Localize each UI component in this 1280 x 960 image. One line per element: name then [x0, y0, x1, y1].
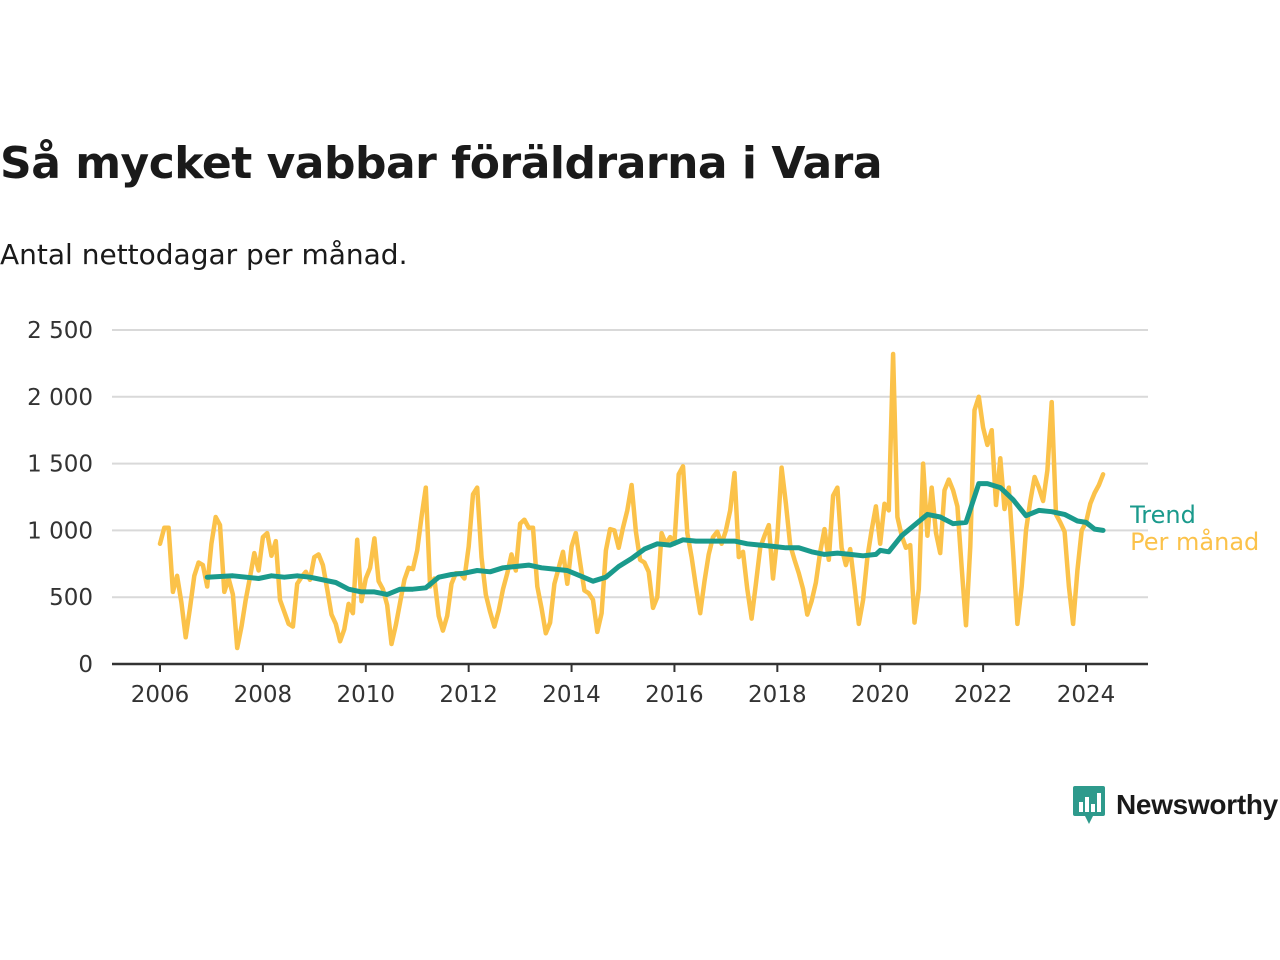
y-tick-label: 0: [78, 652, 93, 678]
chart-subtitle: Antal nettodagar per månad.: [0, 238, 408, 271]
x-tick-label: 2020: [851, 682, 910, 708]
series-label-trend: Trend: [1129, 501, 1196, 529]
x-tick-label: 2010: [337, 682, 396, 708]
gridlines: [112, 329, 1148, 599]
series-label-per-manad: Per månad: [1130, 527, 1259, 556]
newsworthy-logo-text: Newsworthy: [1116, 789, 1278, 820]
x-tick-label: 2014: [542, 682, 601, 708]
x-tick-label: 2008: [234, 682, 293, 708]
series-lines: [157, 351, 1106, 651]
x-tick-label: 2022: [954, 682, 1013, 708]
y-tick-label: 2 000: [27, 385, 93, 411]
newsworthy-logo-icon: [1073, 786, 1105, 824]
y-tick-label: 1 500: [27, 452, 93, 478]
x-tick-label: 2012: [439, 682, 498, 708]
y-axis-ticks: 0 500 1 000 1 500 2 000 2 500: [27, 318, 93, 678]
series-line-per-manad: [157, 351, 1106, 651]
chart-title: Så mycket vabbar föräldrarna i Vara: [0, 138, 883, 189]
x-tick-label: 2024: [1057, 682, 1116, 708]
y-tick-label: 2 500: [27, 318, 93, 344]
series-line-trend: [204, 481, 1106, 597]
x-tick-label: 2006: [131, 682, 190, 708]
x-tick-label: 2016: [645, 682, 704, 708]
x-tick-label: 2018: [748, 682, 807, 708]
newsworthy-logo: Newsworthy: [1072, 784, 1278, 826]
y-tick-label: 500: [49, 585, 93, 611]
x-axis: 2006 2008 2010 2012 2014 2016 2018 2020 2022 2024: [112, 662, 1148, 708]
y-tick-label: 1 000: [27, 518, 93, 544]
